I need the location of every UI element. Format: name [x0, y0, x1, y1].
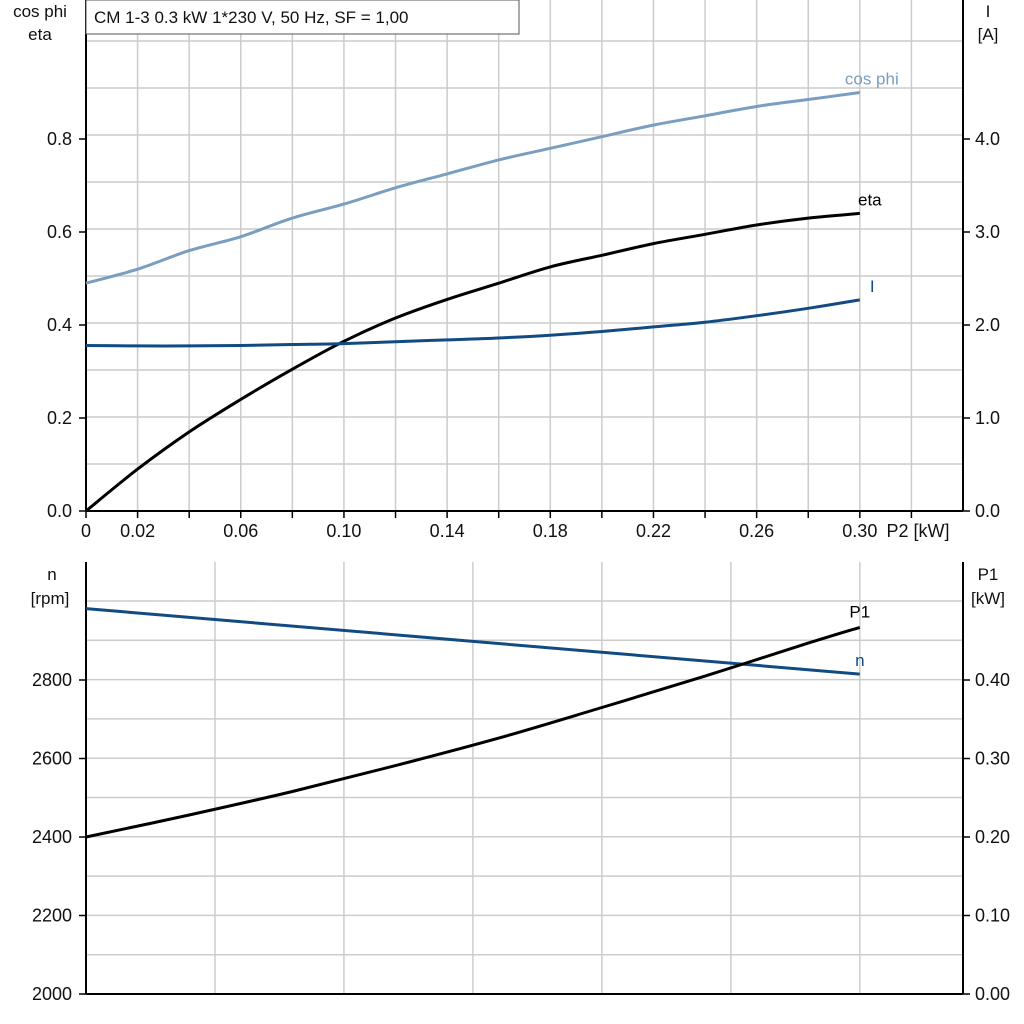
series-line-n	[85, 607, 860, 676]
chart-title: CM 1-3 0.3 kW 1*230 V, 50 Hz, SF = 1,00	[94, 8, 409, 27]
series-line-i	[85, 298, 861, 348]
x-tick-label: 0.10	[326, 521, 361, 541]
series-label-p1: P1	[849, 602, 870, 621]
right-tick-label: 0.0	[975, 501, 1000, 521]
left-axis-title: cos phi	[13, 2, 67, 21]
left-tick-label: 0.8	[47, 129, 72, 149]
x-tick-label: 0.06	[223, 521, 258, 541]
left-tick-label: 0.0	[47, 501, 72, 521]
right-tick-label: 0.30	[975, 749, 1010, 769]
x-tick-label: 0.02	[120, 521, 155, 541]
x-tick-label: 0.14	[430, 521, 465, 541]
left-tick-label: 0.2	[47, 408, 72, 428]
left-tick-label: 2000	[32, 984, 72, 1004]
left-tick-label: 2800	[32, 670, 72, 690]
right-axis-title: I	[986, 2, 991, 21]
x-tick-label: 0.26	[739, 521, 774, 541]
right-tick-label: 3.0	[975, 222, 1000, 242]
right-axis-title-2: [A]	[978, 25, 999, 44]
series-label-i: I	[870, 277, 875, 296]
right-axis-title: P1	[978, 565, 999, 584]
bottom-panel: 2000 2200 2400 2600 2800 0.00 0.10 0.20 0.30 0.40…	[31, 562, 1010, 1004]
right-tick-label: 4.0	[975, 129, 1000, 149]
right-tick-label: 0.10	[975, 906, 1010, 926]
series-label-cos-phi: cos phi	[845, 70, 899, 89]
series-line-eta	[85, 211, 860, 513]
series-line-p1	[85, 625, 861, 839]
x-tick-label: 0.22	[636, 521, 671, 541]
left-tick-label: 2200	[32, 906, 72, 926]
series-label-n: n	[855, 651, 864, 670]
right-axis-title-2: [kW]	[971, 589, 1005, 608]
right-tick-label: 0.00	[975, 984, 1010, 1004]
left-axis-title-2: [rpm]	[31, 589, 70, 608]
left-tick-label: 0.4	[47, 315, 72, 335]
right-tick-label: 0.20	[975, 827, 1010, 847]
right-tick-label: 2.0	[975, 315, 1000, 335]
left-tick-label: 2400	[32, 827, 72, 847]
x-tick-label: 0.30	[842, 521, 877, 541]
left-tick-label: 0.6	[47, 222, 72, 242]
title-box: CM 1-3 0.3 kW 1*230 V, 50 Hz, SF = 1,00	[85, 0, 520, 35]
series-line-cos-phi	[85, 91, 861, 285]
top-panel: 0.0 0.2 0.4 0.6 0.8 0.0 1.0 2.0 3.0 4.0 0 0.02 0.06 0…	[13, 0, 1000, 541]
x-tick-label: 0.18	[533, 521, 568, 541]
series-label-eta: eta	[858, 190, 882, 209]
left-axis-title: n	[47, 565, 56, 584]
x-tick-label: 0	[81, 521, 91, 541]
left-tick-label: 2600	[32, 749, 72, 769]
right-tick-label: 1.0	[975, 408, 1000, 428]
x-axis-title: P2 [kW]	[886, 521, 949, 541]
left-axis-title-2: eta	[28, 25, 52, 44]
right-tick-label: 0.40	[975, 670, 1010, 690]
